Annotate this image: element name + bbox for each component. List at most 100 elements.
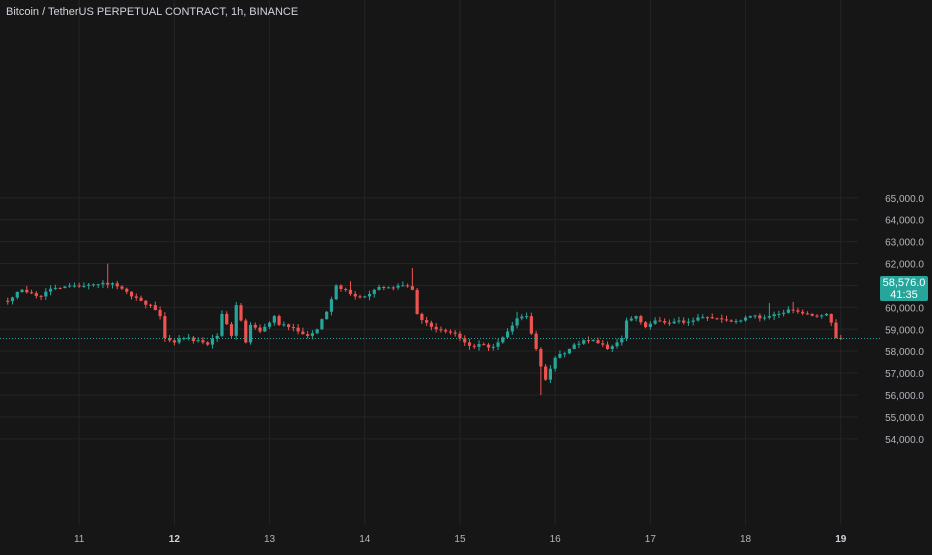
candle-body (234, 305, 238, 336)
candle-body (425, 320, 429, 323)
candle-body (25, 289, 29, 293)
candle-body (429, 322, 433, 327)
candle-body (291, 327, 295, 329)
candle-body (363, 296, 367, 298)
candle-body (339, 285, 343, 290)
bar-countdown: 41:35 (890, 289, 918, 301)
candle-body (220, 313, 224, 336)
candle-body (144, 300, 148, 305)
candle-body (691, 320, 695, 322)
candle-body (572, 344, 576, 349)
candle-body (558, 353, 562, 358)
candle-body (272, 316, 276, 323)
candle-body (325, 311, 329, 320)
symbol-legend[interactable]: Bitcoin / TetherUS PERPETUAL CONTRACT, 1… (6, 6, 299, 18)
candle-body (296, 327, 300, 332)
candle-body (163, 316, 167, 339)
candle-body (624, 320, 629, 339)
candle-body (801, 311, 805, 314)
candle-body (720, 318, 724, 320)
candle-body (344, 289, 348, 291)
candle-body (348, 289, 353, 294)
candle-body (834, 322, 838, 339)
candle-body (505, 331, 510, 338)
candle-body (415, 289, 419, 314)
candle-body (386, 287, 391, 289)
candle-body (410, 286, 414, 290)
candle-body (129, 291, 134, 297)
candle-body (439, 329, 443, 331)
candle-body (96, 284, 100, 286)
candle-body (677, 320, 681, 322)
candle-body (634, 316, 638, 319)
candle-body (782, 312, 786, 314)
candle-body (815, 315, 819, 317)
candle-body (15, 292, 19, 298)
candle-body (448, 331, 453, 333)
candle-body (239, 305, 243, 321)
candle-body (520, 316, 524, 319)
candle-body (496, 342, 500, 347)
candle-body (805, 313, 810, 315)
candle-body (786, 309, 790, 313)
candle-body (49, 288, 53, 292)
y-tick-label: 64,000.0 (885, 216, 924, 227)
candle-body (525, 316, 529, 318)
candle-body (544, 366, 548, 380)
candle-body (406, 285, 410, 287)
y-tick-label: 59,000.0 (885, 325, 924, 336)
candle-body (710, 317, 714, 319)
candle-body (10, 297, 15, 302)
candle-body (577, 343, 581, 345)
x-tick-label: 18 (740, 534, 752, 545)
candle-body (444, 330, 448, 332)
candle-body (215, 335, 219, 339)
candle-body (334, 285, 338, 300)
candle-body (610, 346, 614, 349)
y-tick-label: 60,000.0 (885, 303, 924, 314)
candle-body (82, 285, 86, 287)
candle-body (206, 342, 210, 345)
last-price-label: 58,576.0 41:35 (880, 276, 928, 301)
candle-body (620, 338, 624, 343)
y-tick-label: 54,000.0 (885, 435, 924, 446)
candle-body (139, 297, 143, 301)
candle-body (153, 305, 157, 310)
candle-body (758, 315, 762, 319)
candle-body (567, 348, 572, 354)
candle-body (306, 334, 310, 336)
candle-body (87, 284, 91, 286)
candle-body (168, 338, 172, 341)
candle-body (115, 283, 119, 287)
candle-body (491, 346, 495, 348)
candle-body (586, 340, 591, 342)
x-tick-label: 17 (645, 534, 657, 545)
candle-body (591, 340, 595, 342)
candle-body (377, 287, 381, 290)
candle-body (372, 289, 376, 294)
candle-body (263, 326, 267, 332)
candle-body (529, 316, 533, 334)
candle-body (125, 288, 129, 292)
candle-body (734, 321, 738, 323)
candle-body (829, 313, 833, 323)
x-tick-label: 15 (454, 534, 466, 545)
candle-body (753, 315, 757, 317)
candle-body (77, 285, 81, 287)
candle-body (315, 329, 319, 334)
candle-body (743, 317, 748, 321)
candle-body (477, 344, 481, 347)
candle-body (696, 317, 700, 321)
candle-body (458, 333, 462, 339)
candle-body (605, 344, 610, 349)
candle-body (777, 313, 781, 315)
candle-body (301, 331, 305, 335)
candle-body (401, 285, 405, 287)
candle-body (320, 319, 324, 330)
candle-body (191, 337, 195, 341)
x-tick-label: 13 (264, 534, 276, 545)
candle-body (58, 287, 62, 289)
candle-body (510, 325, 514, 332)
